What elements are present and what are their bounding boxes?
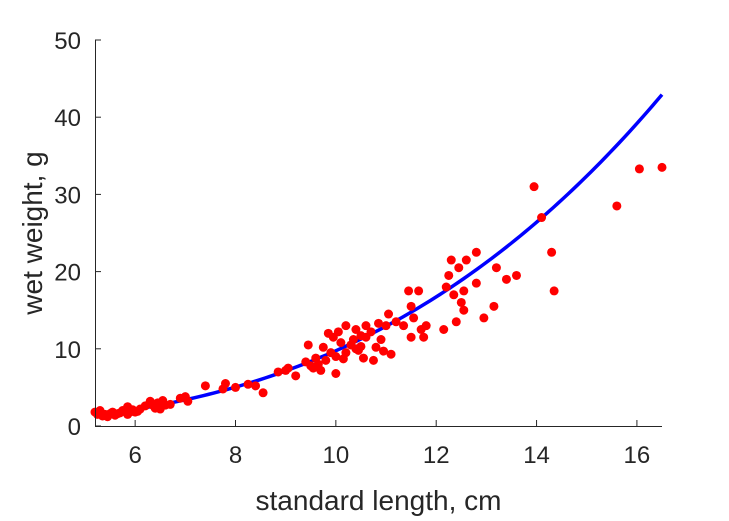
- data-point: [612, 201, 622, 211]
- y-tick-label: 30: [54, 182, 81, 209]
- data-point: [399, 321, 409, 331]
- axes: [95, 40, 662, 427]
- y-axis-title: wet weight, g: [17, 151, 48, 315]
- data-point: [165, 399, 175, 409]
- y-ticks: 0 10 20 30 40 50: [54, 28, 101, 441]
- y-tick-label: 0: [68, 414, 81, 441]
- data-point: [406, 332, 416, 342]
- data-point: [348, 335, 358, 345]
- data-point: [220, 379, 230, 389]
- data-point: [406, 301, 416, 311]
- data-point: [451, 317, 461, 327]
- data-point: [376, 335, 386, 345]
- data-point: [384, 309, 394, 319]
- data-point: [374, 318, 383, 328]
- data-point: [391, 317, 401, 327]
- data-point: [341, 348, 351, 358]
- data-point: [341, 321, 351, 331]
- data-point: [549, 286, 559, 296]
- data-point: [446, 255, 456, 265]
- data-point: [547, 247, 557, 257]
- data-point: [336, 338, 346, 348]
- data-point: [409, 313, 419, 323]
- fit-curve-layer: [94, 93, 664, 417]
- data-point: [634, 164, 644, 174]
- data-point: [381, 321, 391, 331]
- data-point: [243, 379, 253, 389]
- data-point: [258, 388, 268, 398]
- data-point: [358, 353, 368, 363]
- data-point: [471, 247, 481, 257]
- data-point: [404, 286, 414, 296]
- data-point: [318, 342, 328, 352]
- data-point: [331, 352, 341, 362]
- y-tick-label: 40: [54, 105, 81, 132]
- x-tick-label: 8: [229, 442, 242, 469]
- data-point: [333, 327, 343, 337]
- data-point: [386, 349, 396, 359]
- data-point: [200, 381, 210, 391]
- data-point: [491, 263, 501, 273]
- x-tick-label: 14: [523, 442, 550, 469]
- data-point: [489, 301, 499, 311]
- x-tick-label: 16: [624, 442, 651, 469]
- data-point: [537, 213, 547, 223]
- data-point: [444, 270, 454, 280]
- x-tick-label: 6: [128, 442, 141, 469]
- data-point: [501, 274, 511, 284]
- y-tick-label: 10: [54, 337, 81, 364]
- data-point: [371, 342, 381, 352]
- data-point: [449, 290, 459, 300]
- data-point: [379, 346, 389, 356]
- x-ticks: 6 8 10 12 14 16: [128, 420, 650, 469]
- data-point: [283, 363, 293, 373]
- data-point: [421, 321, 431, 331]
- fit-curve-line: [94, 93, 664, 417]
- data-point: [273, 367, 283, 377]
- data-point: [456, 297, 466, 307]
- data-point: [511, 270, 521, 280]
- data-point: [419, 332, 429, 342]
- data-point: [356, 341, 366, 351]
- x-axis-title: standard length, cm: [256, 485, 502, 516]
- x-tick-label: 10: [322, 442, 349, 469]
- data-point: [366, 327, 376, 337]
- data-point: [303, 340, 313, 350]
- data-point: [368, 355, 378, 365]
- data-point: [291, 371, 301, 381]
- data-point: [454, 263, 464, 273]
- data-point: [459, 305, 469, 315]
- data-point: [461, 255, 471, 265]
- data-point: [321, 355, 331, 365]
- data-point: [657, 162, 667, 172]
- data-point: [529, 182, 539, 192]
- data-point: [459, 286, 469, 296]
- data-point: [441, 282, 451, 292]
- data-point: [331, 369, 341, 379]
- data-points-layer: [90, 162, 667, 422]
- data-point: [316, 365, 326, 375]
- data-point: [479, 313, 489, 323]
- data-point: [251, 381, 261, 391]
- data-point: [230, 382, 240, 392]
- y-tick-label: 50: [54, 28, 81, 55]
- data-point: [414, 286, 424, 296]
- data-point: [439, 325, 449, 334]
- data-point: [351, 325, 361, 334]
- x-tick-label: 12: [423, 442, 450, 469]
- data-point: [183, 396, 193, 406]
- y-tick-label: 20: [54, 260, 81, 287]
- data-point: [471, 278, 481, 288]
- data-point: [361, 321, 371, 331]
